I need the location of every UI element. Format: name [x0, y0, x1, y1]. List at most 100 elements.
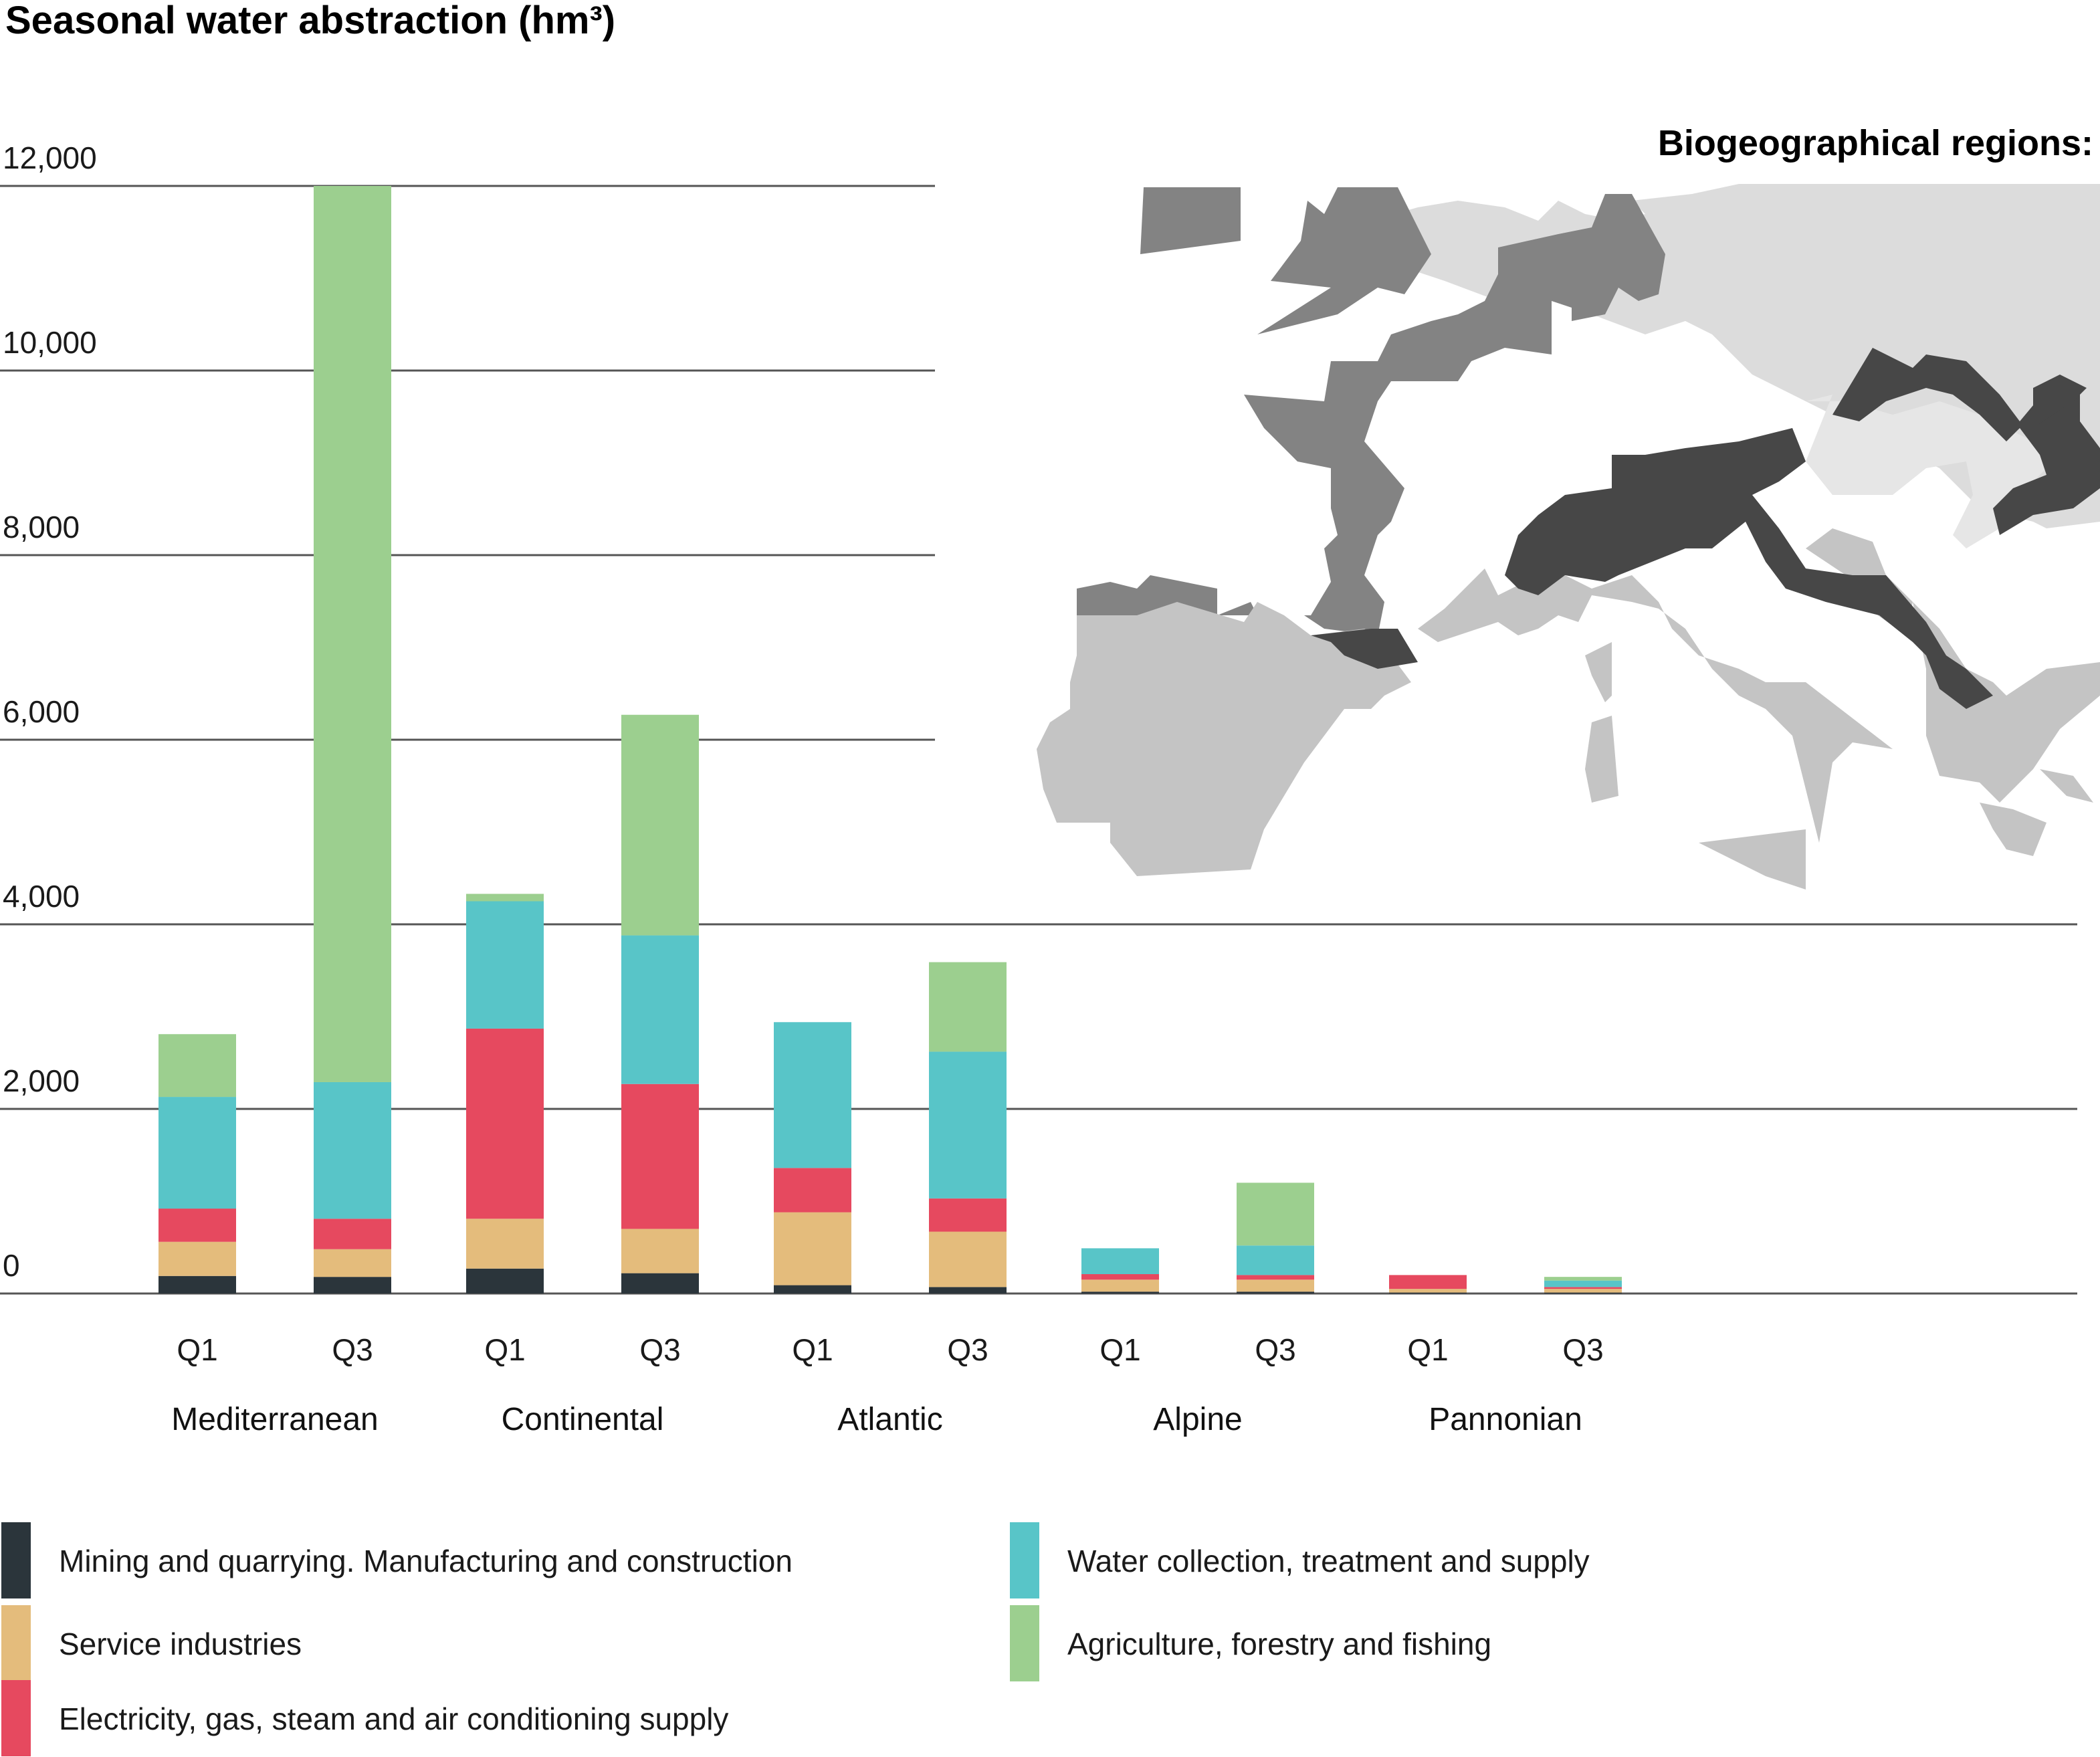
y-tick-label: 0	[3, 1248, 20, 1283]
legend-swatch	[1, 1680, 31, 1756]
bar-segment	[774, 1022, 851, 1168]
map-mediterranean-region	[1418, 569, 1893, 843]
legend-label: Water collection, treatment and supply	[1067, 1544, 1590, 1578]
y-tick-label: 4,000	[3, 879, 80, 914]
map-atlantic-region	[1257, 187, 1431, 334]
map-pannonian-region	[1806, 395, 2046, 548]
map-alpine-region	[1311, 629, 1418, 669]
bar-segment	[159, 1241, 236, 1276]
group-label: Alpine	[1153, 1402, 1242, 1437]
bar-segment	[774, 1285, 851, 1294]
bar-segment	[159, 1209, 236, 1242]
x-tick-label: Q1	[484, 1332, 525, 1367]
bar-segment	[929, 962, 1007, 1052]
bar-segment	[466, 1268, 544, 1294]
bar-segment	[314, 186, 391, 1082]
x-tick-label: Q1	[1407, 1332, 1448, 1367]
bar-segment	[1081, 1248, 1159, 1275]
bar-segment	[1237, 1182, 1314, 1246]
bar-segment	[929, 1287, 1007, 1294]
chart-title: Seasonal water abstraction (hm³)	[5, 0, 615, 42]
map-mediterranean-region	[1037, 602, 1411, 876]
group-label: Atlantic	[837, 1402, 942, 1437]
bar-segment	[774, 1212, 851, 1285]
bar-segment	[314, 1277, 391, 1294]
bar-segment	[159, 1034, 236, 1098]
bar-segment	[1081, 1291, 1159, 1294]
map-alpine-region	[1505, 428, 1993, 709]
map-mediterranean-region	[1585, 716, 1618, 803]
x-tick-label: Q3	[639, 1332, 680, 1367]
bar-segment	[1389, 1292, 1467, 1294]
map-mediterranean-region	[1980, 803, 2046, 856]
bar-segment	[314, 1219, 391, 1249]
x-tick-label: Q1	[792, 1332, 833, 1367]
bar-segment	[1544, 1287, 1622, 1289]
x-tick-label: Q3	[332, 1332, 373, 1367]
group-label: Continental	[502, 1402, 664, 1437]
bar-segment	[159, 1275, 236, 1294]
map-mediterranean-region	[2040, 769, 2093, 803]
europe-map	[1037, 184, 2100, 890]
bar-segment	[1544, 1292, 1622, 1294]
bar-segment	[314, 1081, 391, 1219]
bar-segment	[1544, 1280, 1622, 1287]
bar-segment	[466, 1028, 544, 1219]
y-tick-label: 12,000	[3, 140, 97, 175]
y-axis-ticks: 0 2,000 4,000 6,000 8,000 10,000 12,000	[3, 140, 97, 1283]
bar-segment	[621, 1273, 699, 1294]
legend-swatch	[1, 1522, 31, 1598]
bar-segment	[159, 1097, 236, 1209]
map-alpine-region	[2033, 375, 2087, 428]
bar-segment	[1544, 1277, 1622, 1281]
map-atlantic-region	[1077, 194, 1665, 635]
bar-segment	[929, 1231, 1007, 1287]
bar-segment	[621, 714, 699, 936]
x-tick-label: Q3	[947, 1332, 988, 1367]
bar-segment	[1389, 1289, 1467, 1293]
legend-label: Agriculture, forestry and fishing	[1067, 1627, 1491, 1661]
x-tick-label: Q3	[1255, 1332, 1295, 1367]
bar-segment	[1389, 1275, 1467, 1289]
legend-label: Electricity, gas, steam and air conditio…	[59, 1701, 728, 1736]
legend-label: Mining and quarrying. Manufacturing and …	[59, 1544, 793, 1578]
legend: Mining and quarrying. Manufacturing and …	[1, 1522, 1590, 1756]
group-label: Pannonian	[1429, 1402, 1582, 1437]
bar-segment	[929, 1198, 1007, 1232]
y-tick-label: 10,000	[3, 325, 97, 360]
bar-segment	[929, 1051, 1007, 1199]
x-tick-label: Q3	[1562, 1332, 1603, 1367]
bar-segment	[466, 894, 544, 902]
bar-segment	[1237, 1279, 1314, 1292]
legend-swatch	[1010, 1605, 1039, 1681]
bar-segment	[1081, 1274, 1159, 1280]
bar-segment	[1237, 1291, 1314, 1294]
x-tick-label: Q1	[177, 1332, 217, 1367]
bar-segment	[1081, 1279, 1159, 1292]
map-mediterranean-region	[1699, 829, 1806, 890]
bar-segment	[621, 935, 699, 1084]
bar-segment	[1237, 1245, 1314, 1275]
bar-segment	[466, 1219, 544, 1269]
bar-segment	[1544, 1289, 1622, 1293]
map-alpine-region	[1832, 348, 2100, 535]
bar-segment	[466, 901, 544, 1029]
map-mediterranean-region	[1585, 642, 1612, 702]
bar-segment	[621, 1083, 699, 1229]
legend-swatch	[1010, 1522, 1039, 1598]
bar-segment	[774, 1168, 851, 1213]
bar-segment	[621, 1229, 699, 1273]
bars	[159, 186, 1622, 1294]
legend-swatch	[1, 1605, 31, 1681]
legend-label: Service industries	[59, 1627, 302, 1661]
y-tick-label: 6,000	[3, 694, 80, 729]
map-atlantic-region	[1140, 187, 1241, 254]
bar-segment	[1237, 1275, 1314, 1280]
y-tick-label: 2,000	[3, 1063, 80, 1098]
bar-segment	[314, 1249, 391, 1277]
map-mediterranean-region	[1913, 602, 2100, 803]
y-tick-label: 8,000	[3, 510, 80, 544]
group-label: Mediterranean	[171, 1402, 379, 1437]
